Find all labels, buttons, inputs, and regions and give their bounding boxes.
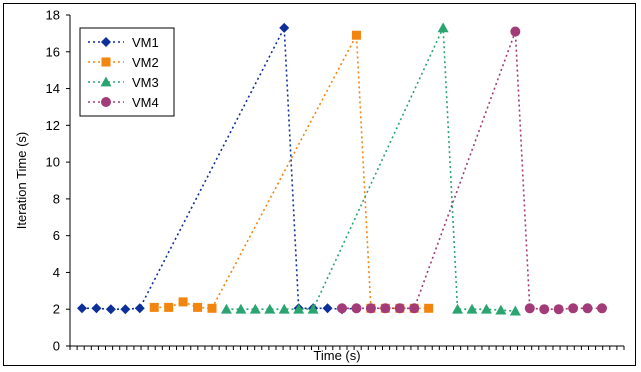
legend-label: VM2: [132, 55, 159, 70]
point-vm3-marker: [452, 303, 464, 314]
series-vm4: [337, 26, 607, 315]
point-vm3-marker: [466, 303, 478, 314]
point-vm3-marker: [249, 303, 261, 314]
point-vm1-marker: [134, 303, 145, 314]
y-axis-ticks: 0 2 4 6 8 10 12 14 16 18: [46, 8, 70, 354]
point-vm3-marker: [480, 303, 492, 314]
y-tick-label: 16: [46, 44, 60, 59]
point-vm3-marker: [220, 303, 232, 314]
legend-vm1-marker: [101, 37, 111, 47]
y-tick-label: 12: [46, 118, 60, 133]
point-vm4-marker: [409, 303, 420, 314]
point-vm1-marker: [91, 303, 102, 314]
point-vm4-marker: [553, 304, 564, 315]
series-line-vm2: [154, 32, 429, 310]
x-axis-label: Time (s): [313, 348, 360, 363]
point-vm4-marker: [524, 303, 535, 314]
point-vm2-marker: [149, 302, 159, 312]
point-vm4-marker: [568, 303, 579, 314]
chart-frame: 0 2 4 6 8 10 12 14 16 18 Iteration Time (s) Time …: [3, 3, 636, 366]
y-tick-label: 10: [46, 155, 60, 170]
point-vm4-marker: [394, 303, 405, 314]
y-tick-label: 8: [53, 191, 60, 206]
point-vm3-marker: [293, 303, 305, 314]
point-vm2-marker: [164, 302, 174, 312]
point-vm4-marker: [337, 303, 347, 314]
point-vm1-marker: [105, 304, 116, 315]
point-vm1-marker: [279, 22, 290, 33]
series-line-vm4: [342, 31, 602, 311]
point-vm2-marker: [178, 297, 188, 307]
point-vm2-marker: [424, 303, 434, 313]
point-vm4-marker: [380, 303, 391, 314]
legend-vm3-marker: [100, 76, 112, 87]
y-tick-label: 2: [53, 302, 60, 317]
point-vm3-marker: [235, 303, 247, 314]
point-vm4-marker: [351, 303, 362, 314]
point-vm1-marker: [77, 303, 87, 314]
legend: VM1 VM2 VM3 VM4: [79, 27, 175, 117]
y-tick-label: 14: [46, 81, 60, 96]
legend-vm2-marker: [101, 57, 111, 67]
point-vm4-marker: [365, 303, 376, 314]
y-tick-label: 6: [53, 228, 60, 243]
legend-box: [79, 27, 175, 117]
series-line-vm3: [226, 27, 516, 312]
legend-item-vm2: VM2: [88, 55, 159, 70]
legend-item-vm4: VM4: [88, 95, 159, 110]
series-vm2: [149, 30, 434, 313]
x-axis-ticks: [69, 346, 625, 350]
legend-label: VM3: [132, 75, 159, 90]
point-vm1-marker: [120, 304, 131, 315]
y-tick-label: 18: [46, 8, 60, 23]
point-vm3-marker: [307, 303, 319, 314]
series-vm3: [220, 22, 521, 316]
point-vm4-marker: [539, 304, 550, 315]
legend-item-vm1: VM1: [88, 35, 159, 50]
point-vm2-marker: [351, 30, 361, 40]
point-vm3-marker: [495, 304, 507, 315]
point-vm3-marker: [509, 305, 521, 316]
point-vm3-marker: [437, 22, 449, 33]
point-vm2-marker: [193, 302, 203, 312]
legend-label: VM1: [132, 35, 159, 50]
point-vm4-marker: [510, 26, 521, 37]
legend-vm4-marker: [101, 97, 111, 107]
point-vm4-marker: [597, 303, 607, 314]
y-tick-label: 0: [53, 339, 60, 354]
legend-item-vm3: VM3: [88, 75, 159, 90]
y-axis-label: Iteration Time (s): [14, 132, 29, 230]
line-chart: 0 2 4 6 8 10 12 14 16 18 Iteration Time (s) Time …: [14, 8, 625, 363]
legend-label: VM4: [132, 95, 159, 110]
series-layer: [77, 22, 607, 316]
point-vm3-marker: [264, 303, 276, 314]
point-vm1-marker: [322, 303, 333, 314]
point-vm3-marker: [278, 303, 290, 314]
y-tick-label: 4: [53, 265, 60, 280]
point-vm4-marker: [582, 303, 593, 314]
point-vm2-marker: [207, 303, 217, 313]
